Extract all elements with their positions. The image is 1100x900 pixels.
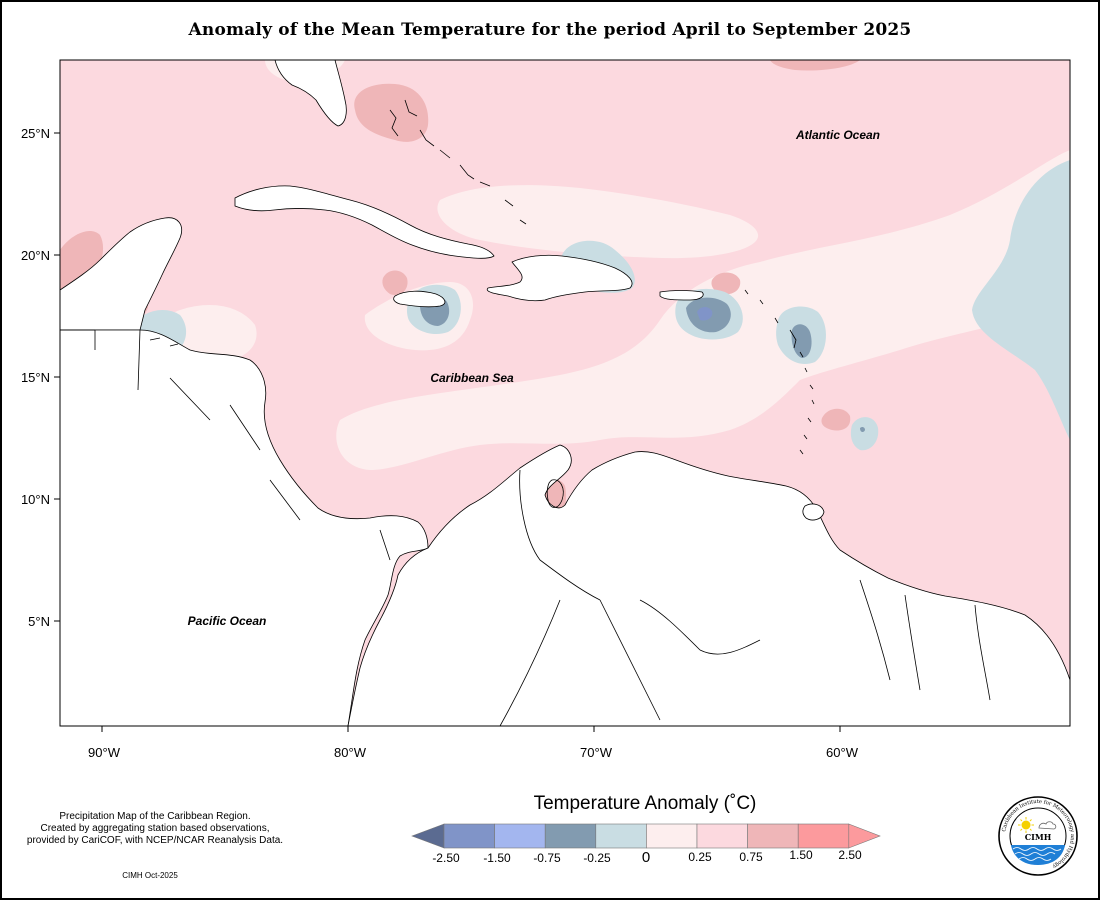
land-trinidad [802,503,825,521]
footnote-line-2: Created by aggregating station based obs… [40,823,270,834]
land-cuba [234,185,495,259]
lat-axis: 25°N 20°N 15°N 10°N 5°N [21,126,60,629]
label-pacific-ocean: Pacific Ocean [188,614,267,628]
land-bahamas [389,99,527,225]
lat-label-15: 15°N [21,370,50,385]
legend-title: Temperature Anomaly (˚C) [533,793,757,814]
lon-label-60: 60°W [826,745,859,760]
anomaly-neg-leewards-core [791,324,812,358]
legend-tick-5: 0.25 [688,850,712,864]
footnote-line-3: provided by CariCOF, with NCEP/NCAR Rean… [26,835,284,846]
anomaly-pos-florida [354,83,429,142]
anomaly-neg-pr-strong [697,306,713,321]
border-central-america [60,329,391,561]
legend-tick-0: -2.50 [432,851,460,865]
land-hispaniola [486,254,633,302]
lake-maracaibo [546,479,564,508]
wave-icon [1011,845,1065,865]
anomaly-neg-stvincent [850,417,879,451]
legend-swatch-0 [411,823,445,849]
legend-ticks: -2.50 -1.50 -0.75 -0.25 0 0.25 0.75 1.50… [432,848,862,866]
map-panel [60,60,1070,726]
map-title: Anomaly of the Mean Temperature for the … [188,20,912,40]
anomaly-neg-stvincent-core [860,426,865,433]
lon-label-70: 70°W [580,745,613,760]
label-atlantic-ocean: Atlantic Ocean [795,128,880,142]
lon-label-80: 80°W [334,745,367,760]
sun-icon [1018,817,1034,833]
legend-tick-7: 1.50 [789,848,813,862]
legend-tick-2: -0.75 [533,851,561,865]
legend-swatch-9 [848,823,881,849]
lat-label-20: 20°N [21,248,50,263]
legend-swatch-2 [494,823,546,849]
land-yucatan [60,217,182,331]
cloud-icon [1038,821,1057,830]
footnote: Precipitation Map of the Caribbean Regio… [0,811,310,847]
legend-tick-4: 0 [642,849,650,866]
logo-center-text: CIMH [1025,832,1052,842]
legend-swatch-8 [797,823,850,849]
cimh-logo: Caribbean Institute for Meteorology and … [998,796,1078,876]
land-layer [60,60,1070,726]
land-florida [274,60,347,127]
anomaly-near-zero-westcarib [164,305,257,363]
label-caribbean-sea: Caribbean Sea [430,371,514,385]
legend-tick-6: 0.75 [739,850,763,864]
legend-swatch-1 [443,823,495,849]
land-lesser-antilles [744,289,815,455]
land-jamaica [393,290,446,308]
lat-label-10: 10°N [21,492,50,507]
legend-swatch-4 [595,823,647,849]
legend-swatch-7 [747,823,799,849]
anomaly-pos-pr-north [711,272,741,295]
coastline-details [60,99,991,726]
land-central-america [60,329,429,726]
land-bay-islands [149,337,179,347]
legend-tick-1: -1.50 [483,851,511,865]
lon-axis: 90°W 80°W 70°W 60°W [88,726,859,760]
footnote-line-1: Precipitation Map of the Caribbean Regio… [59,811,251,822]
anomaly-pos-barbados [821,408,851,431]
anomaly-neg-east-atlantic [972,160,1070,440]
lat-label-5: 5°N [28,614,50,629]
credit-text: CIMH Oct-2025 [122,871,178,880]
color-legend [411,823,881,849]
land-puerto-rico [659,290,704,301]
legend-swatch-3 [544,823,597,849]
anomaly-near-zero-bahamas [437,185,759,259]
legend-tick-8: 2.50 [838,848,862,862]
legend-tick-3: -0.25 [583,851,611,865]
logo-waves-lines [1012,847,1062,861]
land-south-america [347,444,1070,726]
anomaly-pos-caymans [382,270,408,296]
lat-label-25: 25°N [21,126,50,141]
legend-swatch-5 [646,823,698,849]
legend-swatch-6 [696,823,748,849]
border-south-america [499,469,991,726]
lon-label-90: 90°W [88,745,121,760]
map-border [59,59,1071,727]
anomaly-pos-atlantic-top [770,60,860,71]
